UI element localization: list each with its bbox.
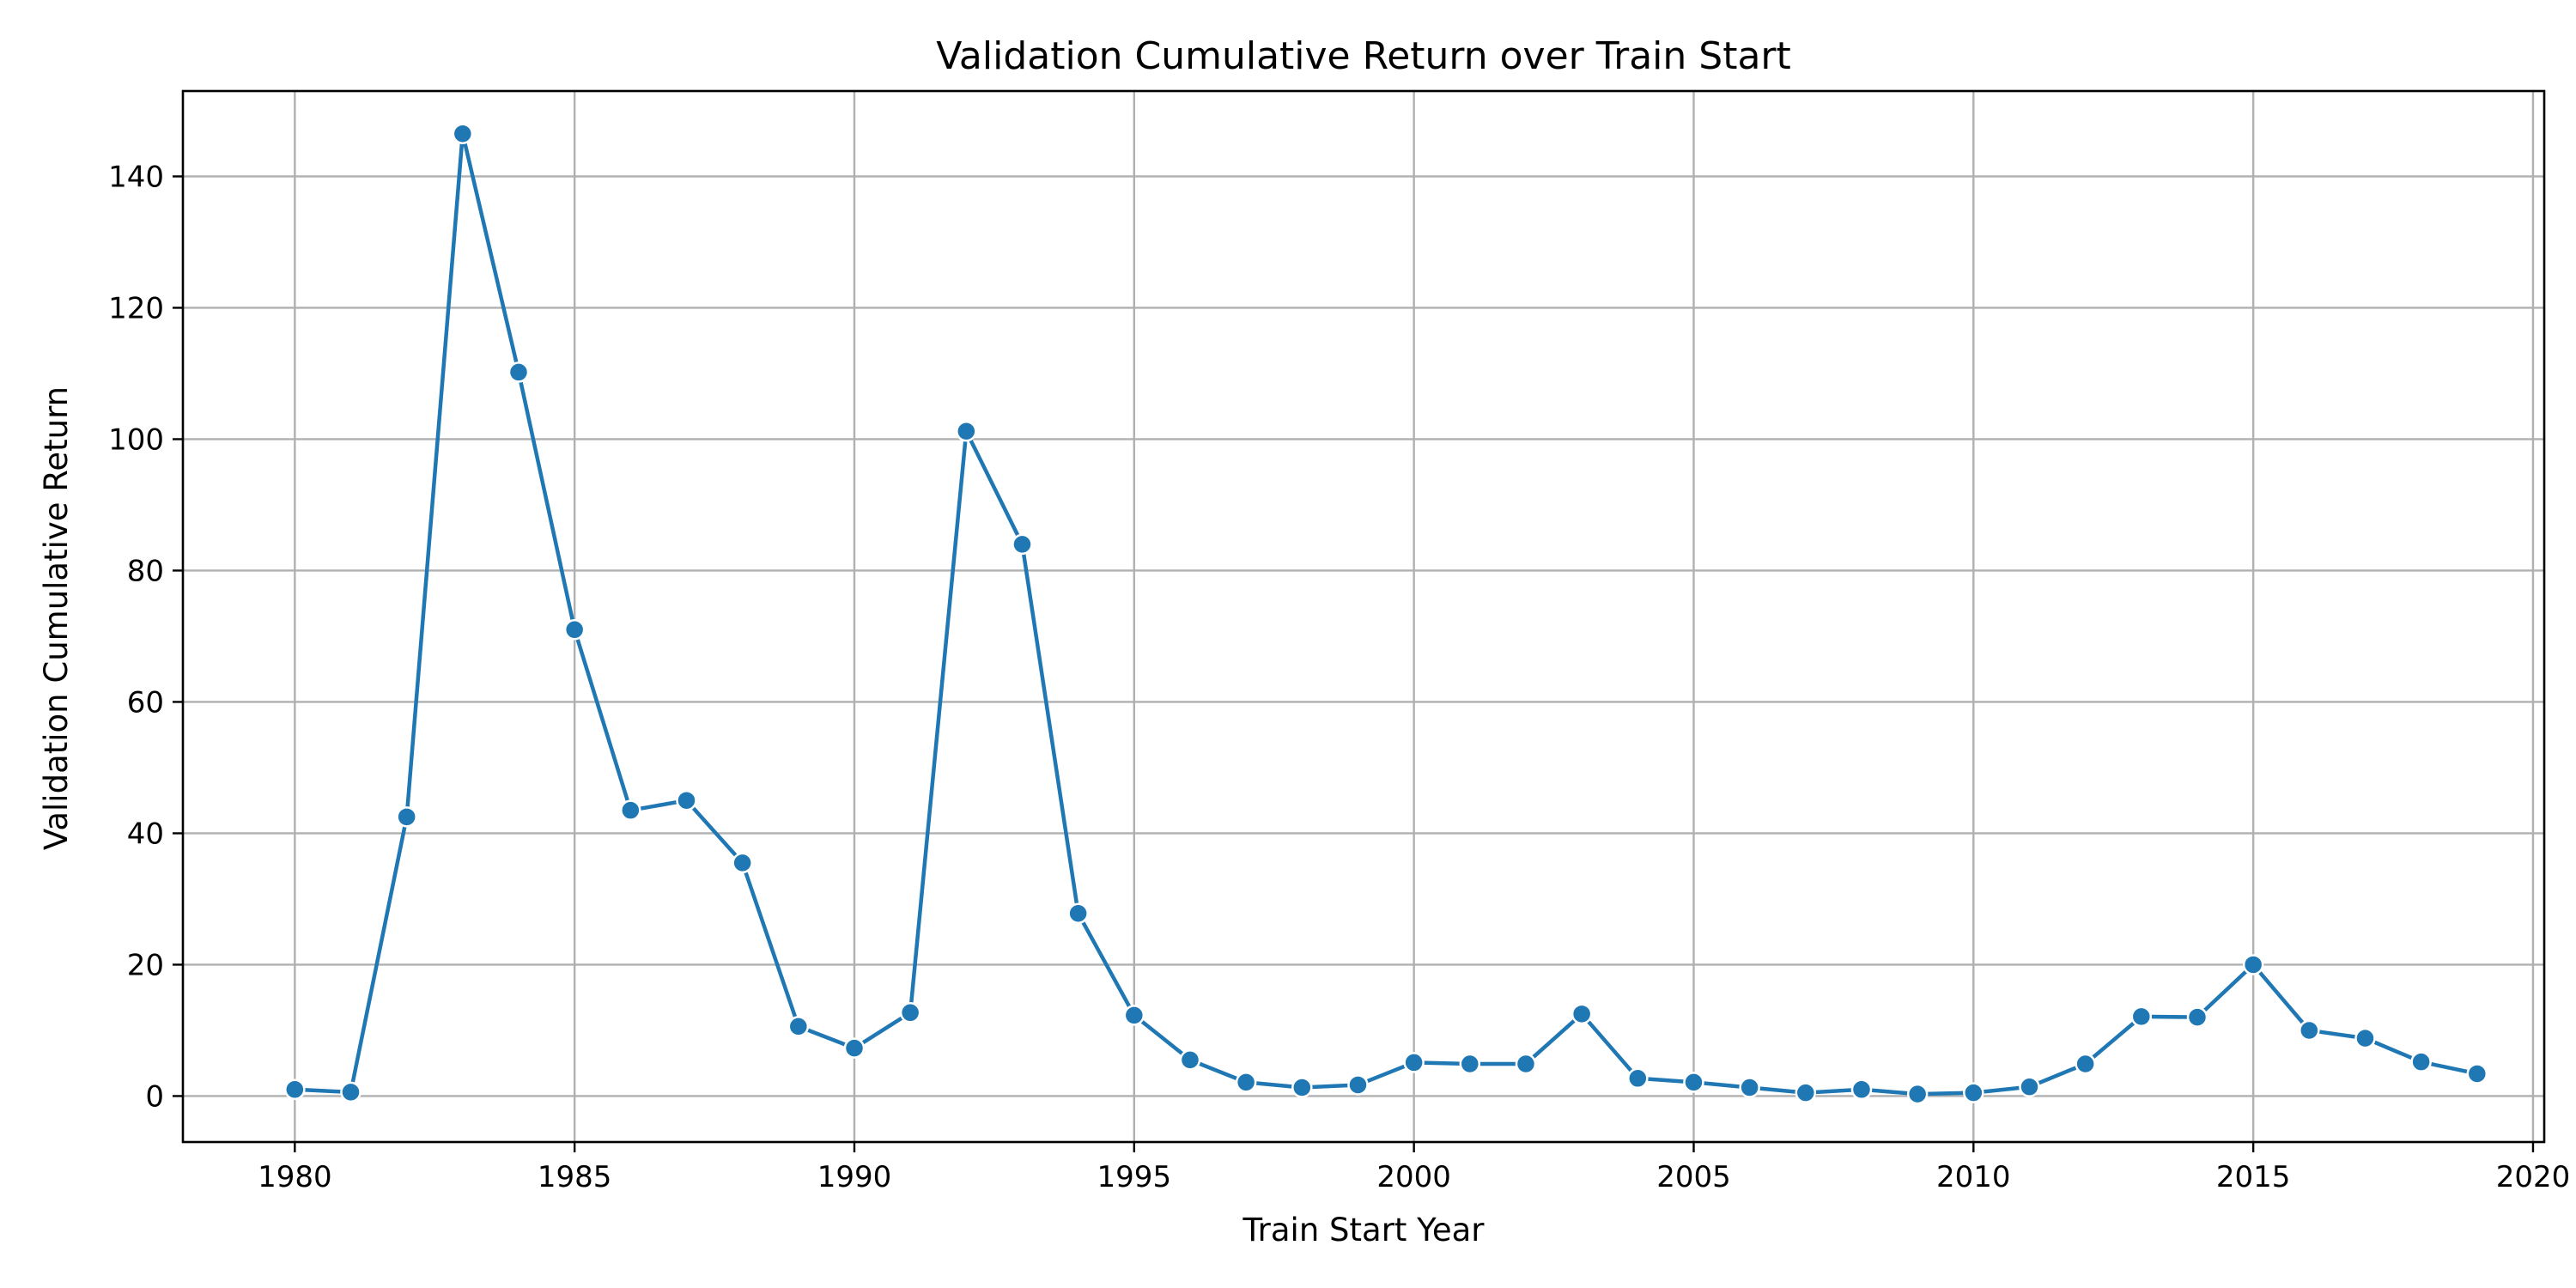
- x-tick-label: 2000: [1376, 1160, 1451, 1194]
- data-point: [1403, 1052, 1425, 1073]
- data-point: [2466, 1063, 2488, 1084]
- x-tick-label: 1990: [817, 1160, 892, 1194]
- data-point: [1963, 1082, 1984, 1103]
- data-point: [1123, 1005, 1145, 1026]
- x-tick-label: 1995: [1097, 1160, 1172, 1194]
- data-point: [676, 789, 697, 811]
- data-point: [2186, 1006, 2208, 1028]
- plot-frame: [181, 89, 2546, 1144]
- grid-lines: [183, 91, 2544, 1142]
- data-point: [2410, 1051, 2432, 1072]
- data-point: [2019, 1076, 2040, 1097]
- data-point: [1515, 1053, 1537, 1075]
- data-point: [1795, 1082, 1817, 1103]
- data-point: [1012, 533, 1033, 556]
- y-tick-label: 40: [127, 817, 164, 851]
- y-tick-label: 60: [127, 685, 164, 720]
- y-tick-label: 140: [108, 160, 164, 194]
- data-point: [732, 852, 753, 874]
- x-tick-label: 2005: [1656, 1160, 1731, 1194]
- y-tick-label: 120: [108, 291, 164, 325]
- data-point: [1067, 902, 1089, 925]
- data-points: [284, 123, 2488, 1105]
- data-point: [899, 1002, 921, 1024]
- data-point: [1906, 1083, 1929, 1105]
- chart-title: Validation Cumulative Return over Train …: [936, 34, 1791, 78]
- x-tick-label: 1980: [258, 1160, 332, 1194]
- series-line-layer: [293, 131, 2480, 1097]
- data-point: [2130, 1005, 2153, 1028]
- x-tick-label: 2010: [1936, 1160, 2011, 1194]
- data-point: [1739, 1077, 1760, 1098]
- y-tick-label: 100: [108, 422, 164, 457]
- data-point: [787, 1016, 810, 1037]
- data-point: [2299, 1019, 2320, 1042]
- data-point: [1627, 1067, 1649, 1090]
- data-point: [2075, 1053, 2096, 1075]
- x-tick-label: 2015: [2216, 1160, 2291, 1194]
- x-tick-label: 2020: [2496, 1160, 2571, 1194]
- data-point: [1459, 1053, 1481, 1075]
- data-point: [284, 1078, 306, 1101]
- series-line: [293, 131, 2480, 1097]
- data-point: [1291, 1077, 1313, 1098]
- y-tick-label: 0: [145, 1079, 164, 1114]
- data-point: [563, 619, 586, 641]
- data-point: [1571, 1003, 1593, 1025]
- data-point: [396, 806, 417, 828]
- data-point: [2242, 954, 2264, 975]
- x-axis-label: Train Start Year: [1242, 1212, 1485, 1249]
- y-tick-label: 80: [127, 554, 164, 588]
- data-point: [1179, 1049, 1201, 1071]
- data-point: [507, 361, 530, 383]
- data-point: [1235, 1072, 1257, 1093]
- data-point: [843, 1037, 866, 1059]
- data-point: [2354, 1027, 2376, 1049]
- data-point: [452, 123, 474, 144]
- y-tick-label: 20: [127, 948, 164, 982]
- data-point: [340, 1081, 361, 1103]
- x-tick-label: 1985: [538, 1160, 612, 1194]
- data-point: [1683, 1072, 1704, 1093]
- data-point: [1347, 1074, 1369, 1096]
- axis-ticks: 1980 1985 1990 1995 2000 2005 2010 2015 2020 0 20 4…: [108, 160, 2570, 1194]
- y-axis-label: Validation Cumulative Return: [38, 386, 75, 850]
- data-point: [956, 421, 977, 442]
- data-point: [1850, 1078, 1873, 1101]
- data-point: [620, 799, 641, 821]
